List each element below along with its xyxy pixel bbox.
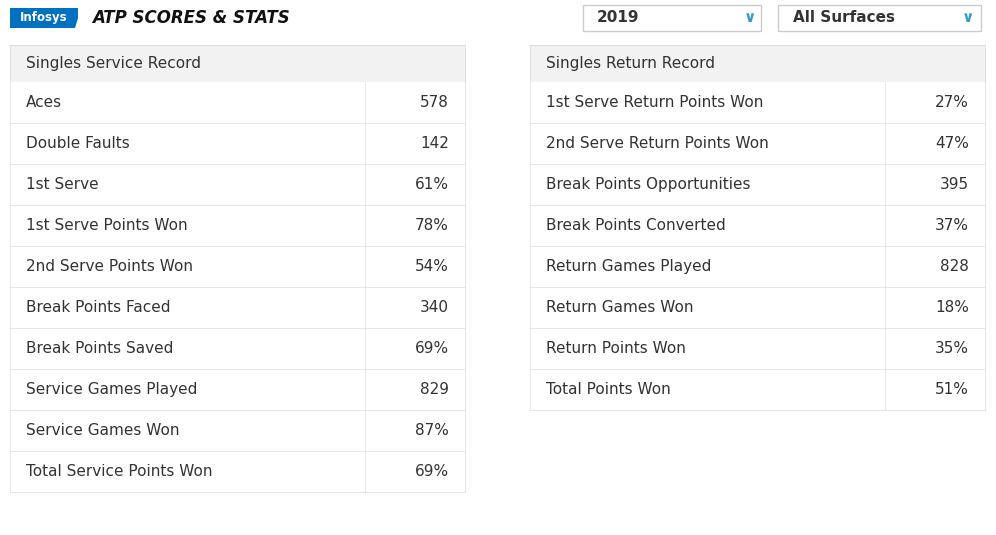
Bar (10, 369, 465, 410)
Bar (530, 205, 985, 246)
Text: All Surfaces: All Surfaces (793, 11, 895, 26)
Text: Break Points Faced: Break Points Faced (26, 300, 170, 315)
Text: 340: 340 (420, 300, 449, 315)
Bar (10, 164, 465, 205)
Text: 18%: 18% (935, 300, 969, 315)
Text: 828: 828 (940, 259, 969, 274)
Text: Service Games Played: Service Games Played (26, 382, 197, 397)
Text: Break Points Opportunities: Break Points Opportunities (546, 177, 751, 192)
Text: 395: 395 (940, 177, 969, 192)
Text: 1st Serve Points Won: 1st Serve Points Won (26, 218, 187, 233)
Text: 2nd Serve Return Points Won: 2nd Serve Return Points Won (546, 136, 769, 151)
Text: 1st Serve: 1st Serve (26, 177, 99, 192)
Bar (530, 246, 985, 287)
Text: ∨: ∨ (962, 11, 974, 26)
Bar (10, 246, 465, 287)
Text: ATP SCORES & STATS: ATP SCORES & STATS (92, 9, 290, 27)
Text: Break Points Saved: Break Points Saved (26, 341, 173, 356)
Bar (530, 45, 985, 82)
Text: Double Faults: Double Faults (26, 136, 129, 151)
Text: 61%: 61% (415, 177, 449, 192)
Bar (10, 287, 465, 328)
Bar (530, 369, 985, 410)
Text: Singles Return Record: Singles Return Record (546, 56, 715, 71)
Text: 69%: 69% (415, 341, 449, 356)
Bar (10, 123, 465, 164)
Bar (10, 45, 465, 82)
Bar (530, 164, 985, 205)
Bar (10, 8, 78, 28)
Bar (10, 82, 465, 123)
Bar (530, 123, 985, 164)
Bar (530, 328, 985, 369)
Text: 47%: 47% (935, 136, 969, 151)
Bar (10, 328, 465, 369)
Bar (583, 5, 761, 31)
Text: 2nd Serve Points Won: 2nd Serve Points Won (26, 259, 193, 274)
Text: ∨: ∨ (744, 11, 756, 26)
Bar (10, 410, 465, 451)
Text: Aces: Aces (26, 95, 62, 110)
Bar (530, 287, 985, 328)
Bar (10, 451, 465, 492)
Text: Infosys: Infosys (20, 11, 68, 25)
Text: 37%: 37% (935, 218, 969, 233)
Text: Total Service Points Won: Total Service Points Won (26, 464, 212, 479)
Text: Singles Service Record: Singles Service Record (26, 56, 201, 71)
Text: 35%: 35% (935, 341, 969, 356)
Text: 578: 578 (420, 95, 449, 110)
Text: Service Games Won: Service Games Won (26, 423, 179, 438)
Text: 27%: 27% (935, 95, 969, 110)
Bar (10, 205, 465, 246)
Text: Break Points Converted: Break Points Converted (546, 218, 726, 233)
Text: Return Points Won: Return Points Won (546, 341, 686, 356)
Text: Total Points Won: Total Points Won (546, 382, 670, 397)
Text: 78%: 78% (415, 218, 449, 233)
Text: Return Games Won: Return Games Won (546, 300, 693, 315)
Text: 142: 142 (420, 136, 449, 151)
Text: Return Games Played: Return Games Played (546, 259, 711, 274)
Text: 2019: 2019 (597, 11, 639, 26)
Text: 1st Serve Return Points Won: 1st Serve Return Points Won (546, 95, 763, 110)
Text: 829: 829 (420, 382, 449, 397)
Text: 69%: 69% (415, 464, 449, 479)
Bar (778, 5, 981, 31)
Bar (530, 82, 985, 123)
Polygon shape (75, 8, 84, 28)
Text: 51%: 51% (935, 382, 969, 397)
Text: 54%: 54% (415, 259, 449, 274)
Text: 87%: 87% (415, 423, 449, 438)
